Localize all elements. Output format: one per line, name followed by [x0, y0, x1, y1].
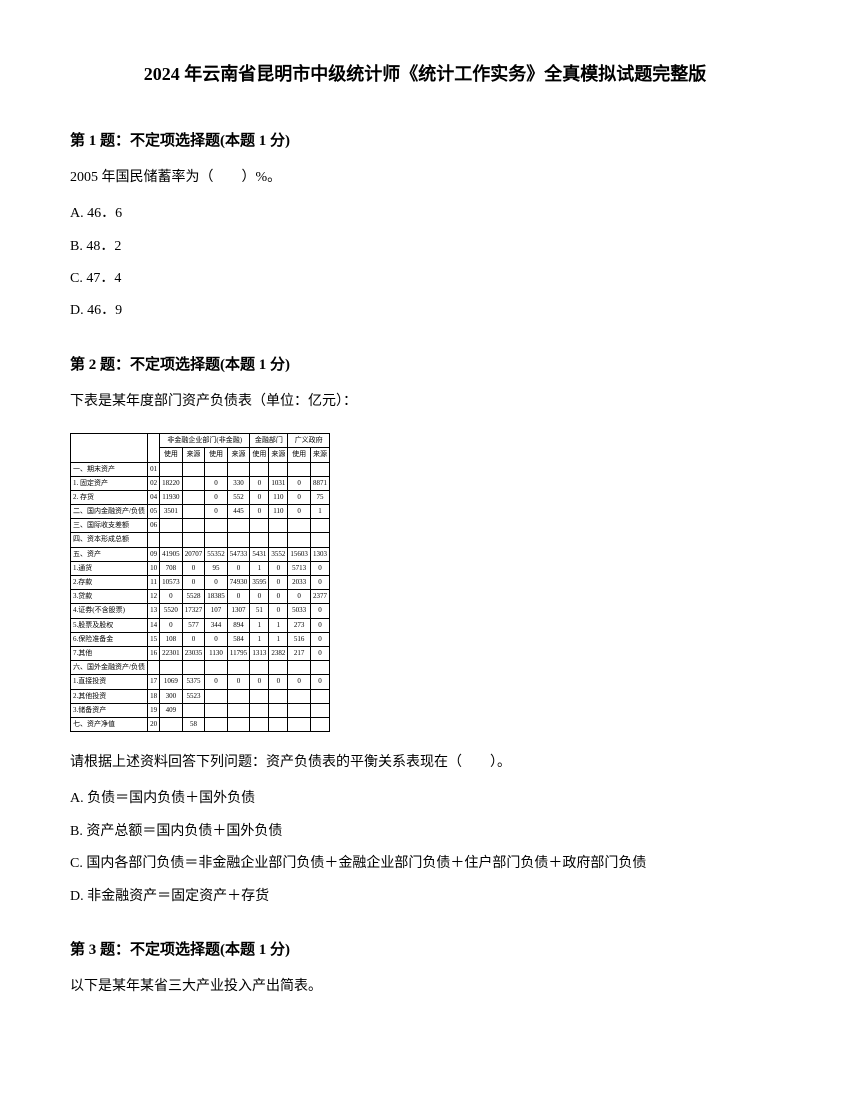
q2-balance-sheet-table: 非金融企业部门(非金融)金融部门广义政府使用来源使用来源使用来源使用来源一、期末…	[70, 433, 330, 732]
q1-text: 2005 年国民储蓄率为（ ）%。	[70, 167, 780, 189]
table-row-label: 五、资产	[71, 547, 148, 561]
q1-option-a: A. 46．6	[70, 203, 780, 225]
q1-option-b: B. 48．2	[70, 236, 780, 258]
q2-option-b: B. 资产总额＝国内负债＋国外负债	[70, 821, 780, 843]
table-row-label: 4.证券(不含股票)	[71, 604, 148, 618]
q1-option-d: D. 46．9	[70, 300, 780, 322]
table-row-label: 7.其他	[71, 646, 148, 660]
table-row-label: 一、期末资产	[71, 462, 148, 476]
table-row-label: 四、资本形成总额	[71, 533, 148, 547]
table-row-label: 1.直接投资	[71, 675, 148, 689]
q3-text: 以下是某年某省三大产业投入产出简表。	[70, 976, 780, 998]
q1-header: 第 1 题：不定项选择题(本题 1 分)	[70, 129, 780, 153]
table-row-label: 3.贷款	[71, 590, 148, 604]
table-row-label: 二、国内金融资产/负债	[71, 505, 148, 519]
q2-option-c: C. 国内各部门负债＝非金融企业部门负债＋金融企业部门负债＋住户部门负债＋政府部…	[70, 853, 780, 875]
table-row-label: 3.储备资产	[71, 703, 148, 717]
table-row-label: 六、国外金融资产/负债	[71, 661, 148, 675]
table-row-label: 6.保险准备金	[71, 632, 148, 646]
document-title: 2024 年云南省昆明市中级统计师《统计工作实务》全真模拟试题完整版	[70, 60, 780, 89]
table-row-label: 2.其他投资	[71, 689, 148, 703]
table-row-label: 2.存款	[71, 576, 148, 590]
q2-table-wrapper: 非金融企业部门(非金融)金融部门广义政府使用来源使用来源使用来源使用来源一、期末…	[70, 433, 780, 732]
q3-header: 第 3 题：不定项选择题(本题 1 分)	[70, 938, 780, 962]
q2-option-d: D. 非金融资产＝固定资产＋存货	[70, 886, 780, 908]
table-row-label: 1.通货	[71, 561, 148, 575]
q2-option-a: A. 负债＝国内负债＋国外负债	[70, 788, 780, 810]
q2-header: 第 2 题：不定项选择题(本题 1 分)	[70, 353, 780, 377]
table-row-label: 七、资产净值	[71, 717, 148, 731]
q1-option-c: C. 47．4	[70, 268, 780, 290]
table-row-label: 1. 固定资产	[71, 476, 148, 490]
table-row-label: 5.股票及股权	[71, 618, 148, 632]
table-row-label: 三、国际收支差额	[71, 519, 148, 533]
q2-followup: 请根据上述资料回答下列问题：资产负债表的平衡关系表现在（ ）。	[70, 752, 780, 774]
table-row-label: 2. 存货	[71, 490, 148, 504]
q2-text: 下表是某年度部门资产负债表（单位：亿元）：	[70, 391, 780, 413]
